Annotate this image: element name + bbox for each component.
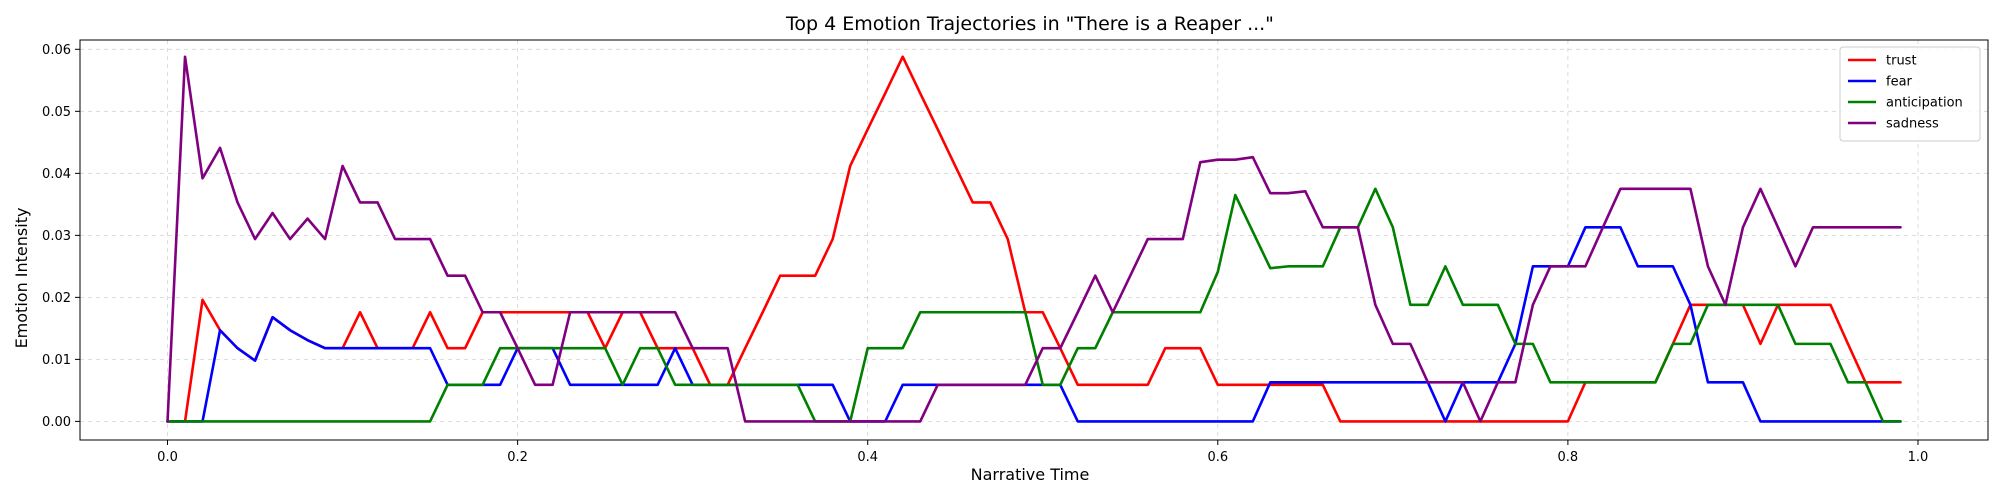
series-line-sadness [166,55,1902,423]
grid [80,40,1988,440]
y-tick-label: 0.01 [42,353,71,368]
series-lines [166,55,1902,423]
x-tick-label: 0.6 [1207,450,1228,465]
chart-title: Top 4 Emotion Trajectories in "There is … [785,13,1274,35]
x-tick-label: 0.8 [1558,450,1579,465]
legend-label-anticipation: anticipation [1886,96,1963,111]
series-line-anticipation [166,187,1902,423]
y-tick-label: 0.04 [42,167,71,182]
x-tick-label: 0.0 [157,450,178,465]
x-axis-label: Narrative Time [971,465,1090,484]
y-tick-label: 0.05 [42,105,71,120]
series-line-fear [166,225,1902,423]
y-tick-label: 0.03 [42,229,71,244]
x-tick-label: 1.0 [1908,450,1929,465]
legend-box [1839,46,1981,142]
legend-label-fear: fear [1886,75,1913,90]
y-tick-label: 0.02 [42,291,71,306]
y-tick-label: 0.00 [42,415,71,430]
plot-frame [79,39,1989,441]
x-tick-label: 0.2 [507,450,528,465]
legend-label-sadness: sadness [1886,117,1939,132]
legend-label-trust: trust [1886,54,1917,69]
y-axis-label: Emotion Intensity [12,208,31,349]
legend: trust fear anticipation sadness [1839,46,1981,142]
y-tick-label: 0.06 [42,43,71,58]
x-tick-label: 0.4 [857,450,878,465]
axis-ticks: 0.0 0.2 0.4 0.6 0.8 1.0 0.00 0.01 0.02 0.03 0.04 0.… [42,43,1928,465]
